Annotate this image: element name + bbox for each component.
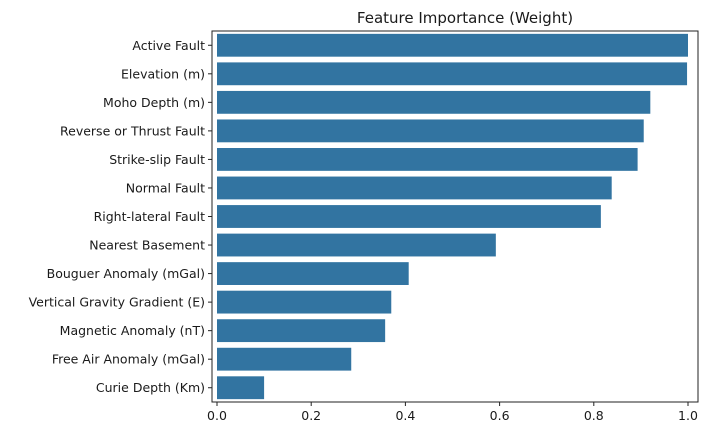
y-tick-labels: Active Fault Elevation (m) Moho Depth (m) R… [29, 38, 212, 395]
y-tick-label: Elevation (m) [121, 66, 205, 81]
bar-2 [217, 90, 651, 114]
bar-9 [217, 290, 392, 314]
bar-8 [217, 262, 409, 285]
bar-4 [217, 148, 638, 171]
x-ticks: 0.0 0.2 0.4 0.6 0.8 1.0 [207, 402, 698, 423]
x-tick-label: 0.6 [490, 408, 510, 423]
x-tick-label: 0.8 [584, 408, 604, 423]
chart-title: Feature Importance (Weight) [357, 9, 573, 27]
bar-3 [217, 119, 644, 143]
y-tick-label: Free Air Anomaly (mGal) [52, 352, 205, 367]
x-tick-label: 0.4 [395, 408, 415, 423]
bar-6 [217, 205, 601, 228]
y-tick-label: Magnetic Anomaly (nT) [60, 323, 205, 338]
y-tick-label: Normal Fault [126, 180, 205, 195]
y-tick-label: Vertical Gravity Gradient (E) [29, 295, 205, 310]
bar-1 [217, 62, 688, 86]
x-tick-label: 0.0 [207, 408, 227, 423]
y-tick-label: Right-lateral Fault [94, 209, 205, 224]
plot-frame [211, 30, 699, 403]
bar-11 [217, 347, 352, 371]
bar-10 [217, 319, 386, 343]
y-tick-label: Moho Depth (m) [103, 95, 205, 110]
y-tick-label: Active Fault [132, 38, 205, 53]
bar-0 [217, 33, 688, 57]
bar-12 [217, 376, 265, 400]
y-tick-label: Nearest Basement [89, 238, 205, 253]
y-tick-label: Strike-slip Fault [109, 152, 205, 167]
y-tick-label: Reverse or Thrust Fault [60, 123, 205, 138]
y-tick-label: Curie Depth (Km) [96, 380, 205, 395]
y-tick-label: Bouguer Anomaly (mGal) [47, 266, 205, 281]
bars [217, 33, 688, 400]
x-tick-label: 1.0 [678, 408, 698, 423]
bar-5 [217, 176, 612, 200]
bar-7 [217, 233, 496, 257]
x-tick-label: 0.2 [301, 408, 321, 423]
